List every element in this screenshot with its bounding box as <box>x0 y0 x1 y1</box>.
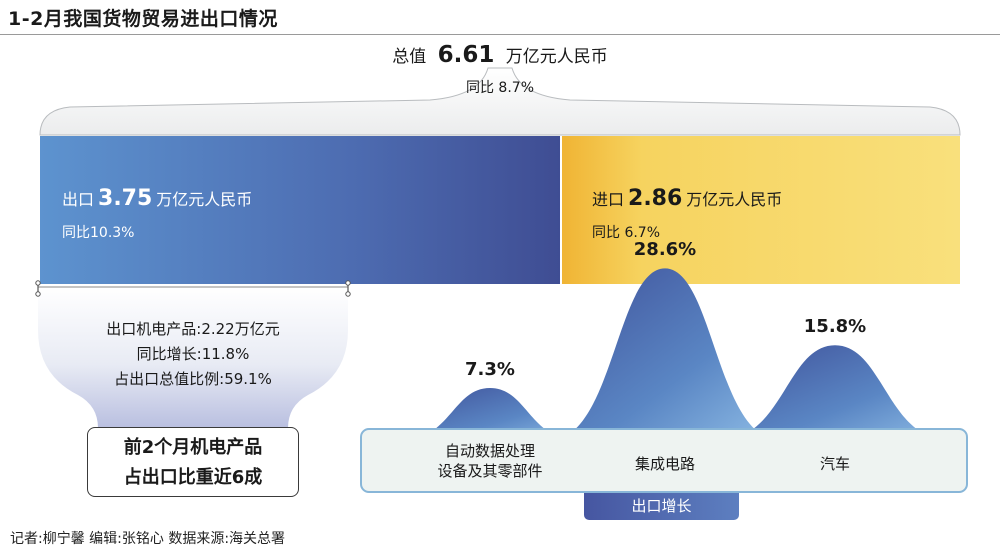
callout-line-2: 占出口比重近6成 <box>123 467 263 488</box>
export-unit: 万亿元人民币 <box>156 190 253 209</box>
export-yoy: 同比10.3% <box>62 225 135 241</box>
growth-bell-1 <box>402 388 578 440</box>
growth-value-label-3: 15.8% <box>803 316 867 338</box>
category-label-2: 集成电路 <box>634 455 695 473</box>
total-brace <box>39 67 961 136</box>
total-value: 6.61 <box>437 42 495 68</box>
total-yoy: 同比 8.7% <box>465 80 535 96</box>
growth-axis-label: 出口增长 <box>584 493 739 520</box>
import-value: 2.86 <box>628 186 683 211</box>
import-yoy: 同比 6.7% <box>592 225 661 241</box>
page-title: 1-2月我国货物贸易进出口情况 <box>8 8 278 30</box>
import-unit: 万亿元人民币 <box>686 190 783 209</box>
export-bar: 出口 3.75 万亿元人民币 同比10.3% <box>40 136 560 284</box>
import-bar: 进口 2.86 万亿元人民币 同比 6.7% <box>562 136 960 284</box>
total-prefix: 总值 <box>392 47 427 67</box>
growth-bell-2 <box>550 268 780 440</box>
category-label-1: 自动数据处理 设备及其零部件 <box>437 442 543 480</box>
mechanical-callout: 前2个月机电产品 占出口比重近6成 <box>87 427 299 497</box>
category-panel <box>360 428 968 493</box>
import-value-line: 进口 2.86 万亿元人民币 <box>592 186 782 211</box>
import-prefix: 进口 <box>592 190 625 209</box>
export-value: 3.75 <box>98 186 153 211</box>
title-divider <box>0 34 1000 35</box>
growth-value-label-2: 28.6% <box>633 239 697 261</box>
callout-line-1: 前2个月机电产品 <box>123 437 263 458</box>
export-prefix: 出口 <box>62 190 95 209</box>
category-label-3: 汽车 <box>819 455 850 473</box>
total-value-line: 总值 6.61 万亿元人民币 <box>0 42 1000 68</box>
mechanical-share: 占出口总值比例:59.1% <box>114 370 272 388</box>
mechanical-export-value: 出口机电产品:2.22万亿元 <box>106 320 280 338</box>
growth-value-label-1: 7.3% <box>465 359 515 380</box>
total-unit: 万亿元人民币 <box>505 47 608 67</box>
growth-bell-3 <box>720 345 950 440</box>
mechanical-funnel <box>35 280 351 428</box>
mechanical-yoy: 同比增长:11.8% <box>136 345 250 363</box>
credits-footer: 记者:柳宁馨 编辑:张铭心 数据来源:海关总署 <box>10 531 286 547</box>
export-value-line: 出口 3.75 万亿元人民币 <box>62 186 252 211</box>
